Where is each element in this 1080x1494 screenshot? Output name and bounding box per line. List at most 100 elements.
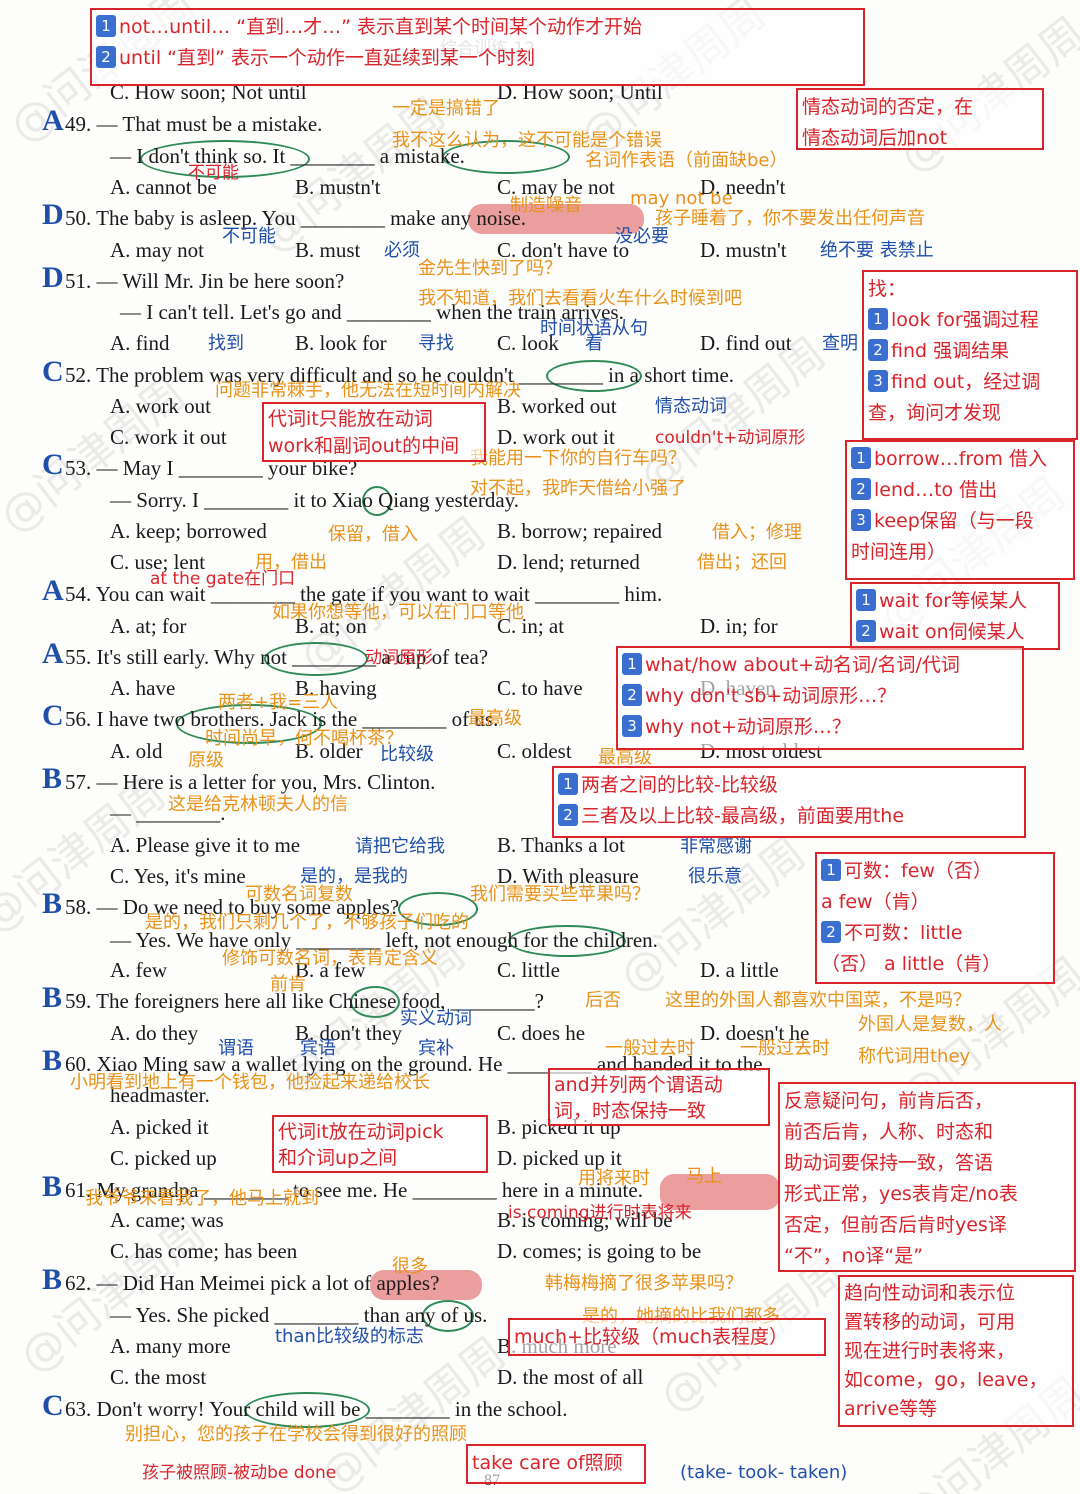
note-text: 反意疑问句，前肯后否， (784, 1090, 994, 1112)
annotation-blue: 不可能 (222, 226, 276, 247)
note-text: 和介词up之间 (278, 1147, 398, 1169)
question-text: C. to have (497, 676, 583, 700)
answer-letter: B (42, 1044, 63, 1077)
note-text: 否定，但前否后肯时yes译 (784, 1214, 1007, 1236)
question-text: D. the most of all (497, 1365, 644, 1389)
annotation-orange: 称代词用they (858, 1046, 971, 1067)
answer-letter: D (42, 198, 64, 231)
question-text: D. needn't (700, 175, 786, 199)
highlight-oval (244, 1392, 370, 1428)
answer-letter: C (42, 355, 64, 388)
question-text: — Yes. She picked ________ than any of u… (110, 1303, 488, 1327)
question-text: C. has come; has been (110, 1239, 298, 1263)
question-text: 52. The problem was very difficult and s… (65, 363, 735, 387)
question-text: C. little (497, 958, 560, 982)
note-box: 代词it放在动词pick 和介词up之间 (272, 1115, 488, 1173)
annotation-orange: 借出；还回 (697, 552, 787, 573)
note-text: wait for等候某人 (879, 590, 1028, 612)
note-line: 形式正常，yes表肯定/no表 (784, 1179, 1070, 1210)
question-text: A. may not (110, 238, 204, 262)
question-text: D. in; for (700, 614, 778, 638)
annotation-orange: 问题非常棘手，他无法在短时间内解决 (215, 380, 521, 401)
note-number: 1 (851, 447, 871, 469)
question-text: 50. The baby is asleep. You ________ mak… (65, 206, 526, 230)
note-number: 2 (851, 478, 871, 500)
annotation-blue: 绝不要 表禁止 (820, 240, 934, 261)
note-number: 3 (851, 509, 871, 531)
annotation-blue: 找到 (208, 333, 244, 354)
question-text: 63. Don't worry! Your child will be ____… (65, 1397, 568, 1421)
note-number: 2 (868, 339, 888, 361)
annotation-blue: 必须 (384, 240, 420, 261)
question-text: C. does he (497, 1021, 586, 1045)
note-line: 代词it只能放在动词 (268, 406, 480, 433)
question-text: D. With pleasure (497, 864, 639, 888)
annotation-blue: than比较级的标志 (275, 1326, 424, 1347)
question-text: C. Yes, it's mine (110, 864, 246, 888)
note-line: a few（肯） (821, 887, 1049, 918)
note-line: arrive等等 (844, 1395, 1068, 1424)
annotation-orange: 一定是搞错了 (392, 98, 500, 119)
note-text: 三者及以上比较-最高级，前面要用the (581, 805, 905, 827)
note-line: 情态动词后加not (802, 123, 1038, 154)
question-text: C. don't have to (497, 238, 630, 262)
note-text: why don't sb+动词原形…？ (645, 685, 897, 707)
question-text: B. a few (295, 958, 366, 982)
question-text: C. use; lent (110, 550, 206, 574)
answer-letter: C (42, 1389, 64, 1422)
note-text: 两者之间的比较-比较级 (581, 774, 778, 796)
question-text: A. many more (110, 1334, 231, 1358)
note-line: work和副词out的中间 (268, 433, 480, 460)
note-text: （否） a little（肯） (821, 953, 1002, 975)
answer-letter: B (42, 1263, 63, 1296)
question-text: D. lend; returned (497, 550, 640, 574)
annotation-orange: 借入；修理 (712, 522, 802, 543)
note-box: 1 borrow…from 借入 2 lend…to 借出 3 keep保留（与一段 时间连… (845, 440, 1075, 580)
question-text: B. don't they (295, 1021, 403, 1045)
note-line: 时间连用） (851, 537, 1069, 568)
note-line: and并列两个谓语动 (554, 1072, 764, 1098)
note-line: 1 borrow…from 借入 (851, 444, 1069, 475)
annotation-orange: 制造噪音 (510, 195, 582, 216)
note-box: and并列两个谓语动 词，时态保持一致 (548, 1068, 770, 1126)
annotation-blue: 实义动词 (400, 1008, 472, 1029)
question-text: D. work out it (497, 425, 615, 449)
annotation-orange: 对不起，我昨天借给小强了 (470, 478, 686, 499)
annotation-blue: 寻找 (418, 333, 454, 354)
note-line: 3 why not+动词原形…？ (622, 712, 1018, 743)
annotation-orange: 金先生快到了吗？ (418, 258, 562, 279)
highlight-pill (370, 1270, 482, 1300)
note-line: 趋向性动词和表示位 (844, 1279, 1068, 1308)
note-text: 形式正常，yes表肯定/no表 (784, 1183, 1018, 1205)
question-text: A. cannot be (110, 175, 217, 199)
question-text: 54. You can wait ________ the gate if yo… (65, 582, 663, 606)
annotation-orange: 原级 (188, 750, 224, 771)
question-text: A. Please give it to me (110, 833, 301, 857)
note-line: 3 find out，经过调 (868, 367, 1072, 398)
highlight-oval (140, 140, 310, 178)
note-text: a few（肯） (821, 891, 930, 913)
question-text: A. work out (110, 394, 211, 418)
note-text: 助动词要保持一致，答语 (784, 1152, 994, 1174)
question-text: C. look (497, 331, 559, 355)
note-box: 代词it只能放在动词 work和副词out的中间 (262, 402, 486, 462)
question-text: A. do they (110, 1021, 199, 1045)
note-box: 1 not…until… “直到…才…” 表示直到某个时间某个动作才开始 2 unti… (90, 8, 865, 86)
annotation-orange: 小明看到地上有一个钱包，他捡起来递给校长 (70, 1072, 430, 1093)
annotation-orange: 一般过去时 (605, 1038, 695, 1059)
note-line: 2 lend…to 借出 (851, 475, 1069, 506)
question-text: D. mustn't (700, 238, 787, 262)
annotation-blue: 宾语 (300, 1038, 336, 1059)
question-text: C. the most (110, 1365, 207, 1389)
annotation-blue: 看 (585, 333, 603, 354)
question-text: 62. — Did Han Meimei pick a lot of apple… (65, 1271, 440, 1295)
note-box: much+比较级（much表程度） (508, 1318, 826, 1356)
note-line: 前否后肯，人称、时态和 (784, 1117, 1070, 1148)
note-line: 和介词up之间 (278, 1145, 482, 1171)
question-text: A. keep; borrowed (110, 519, 267, 543)
note-text: until “直到” 表示一个动作一直延续到某一个时刻 (119, 47, 535, 69)
note-line: 助动词要保持一致，答语 (784, 1148, 1070, 1179)
question-text: A. at; for (110, 614, 187, 638)
annotation-red: is coming进行时表将来 (508, 1203, 692, 1223)
